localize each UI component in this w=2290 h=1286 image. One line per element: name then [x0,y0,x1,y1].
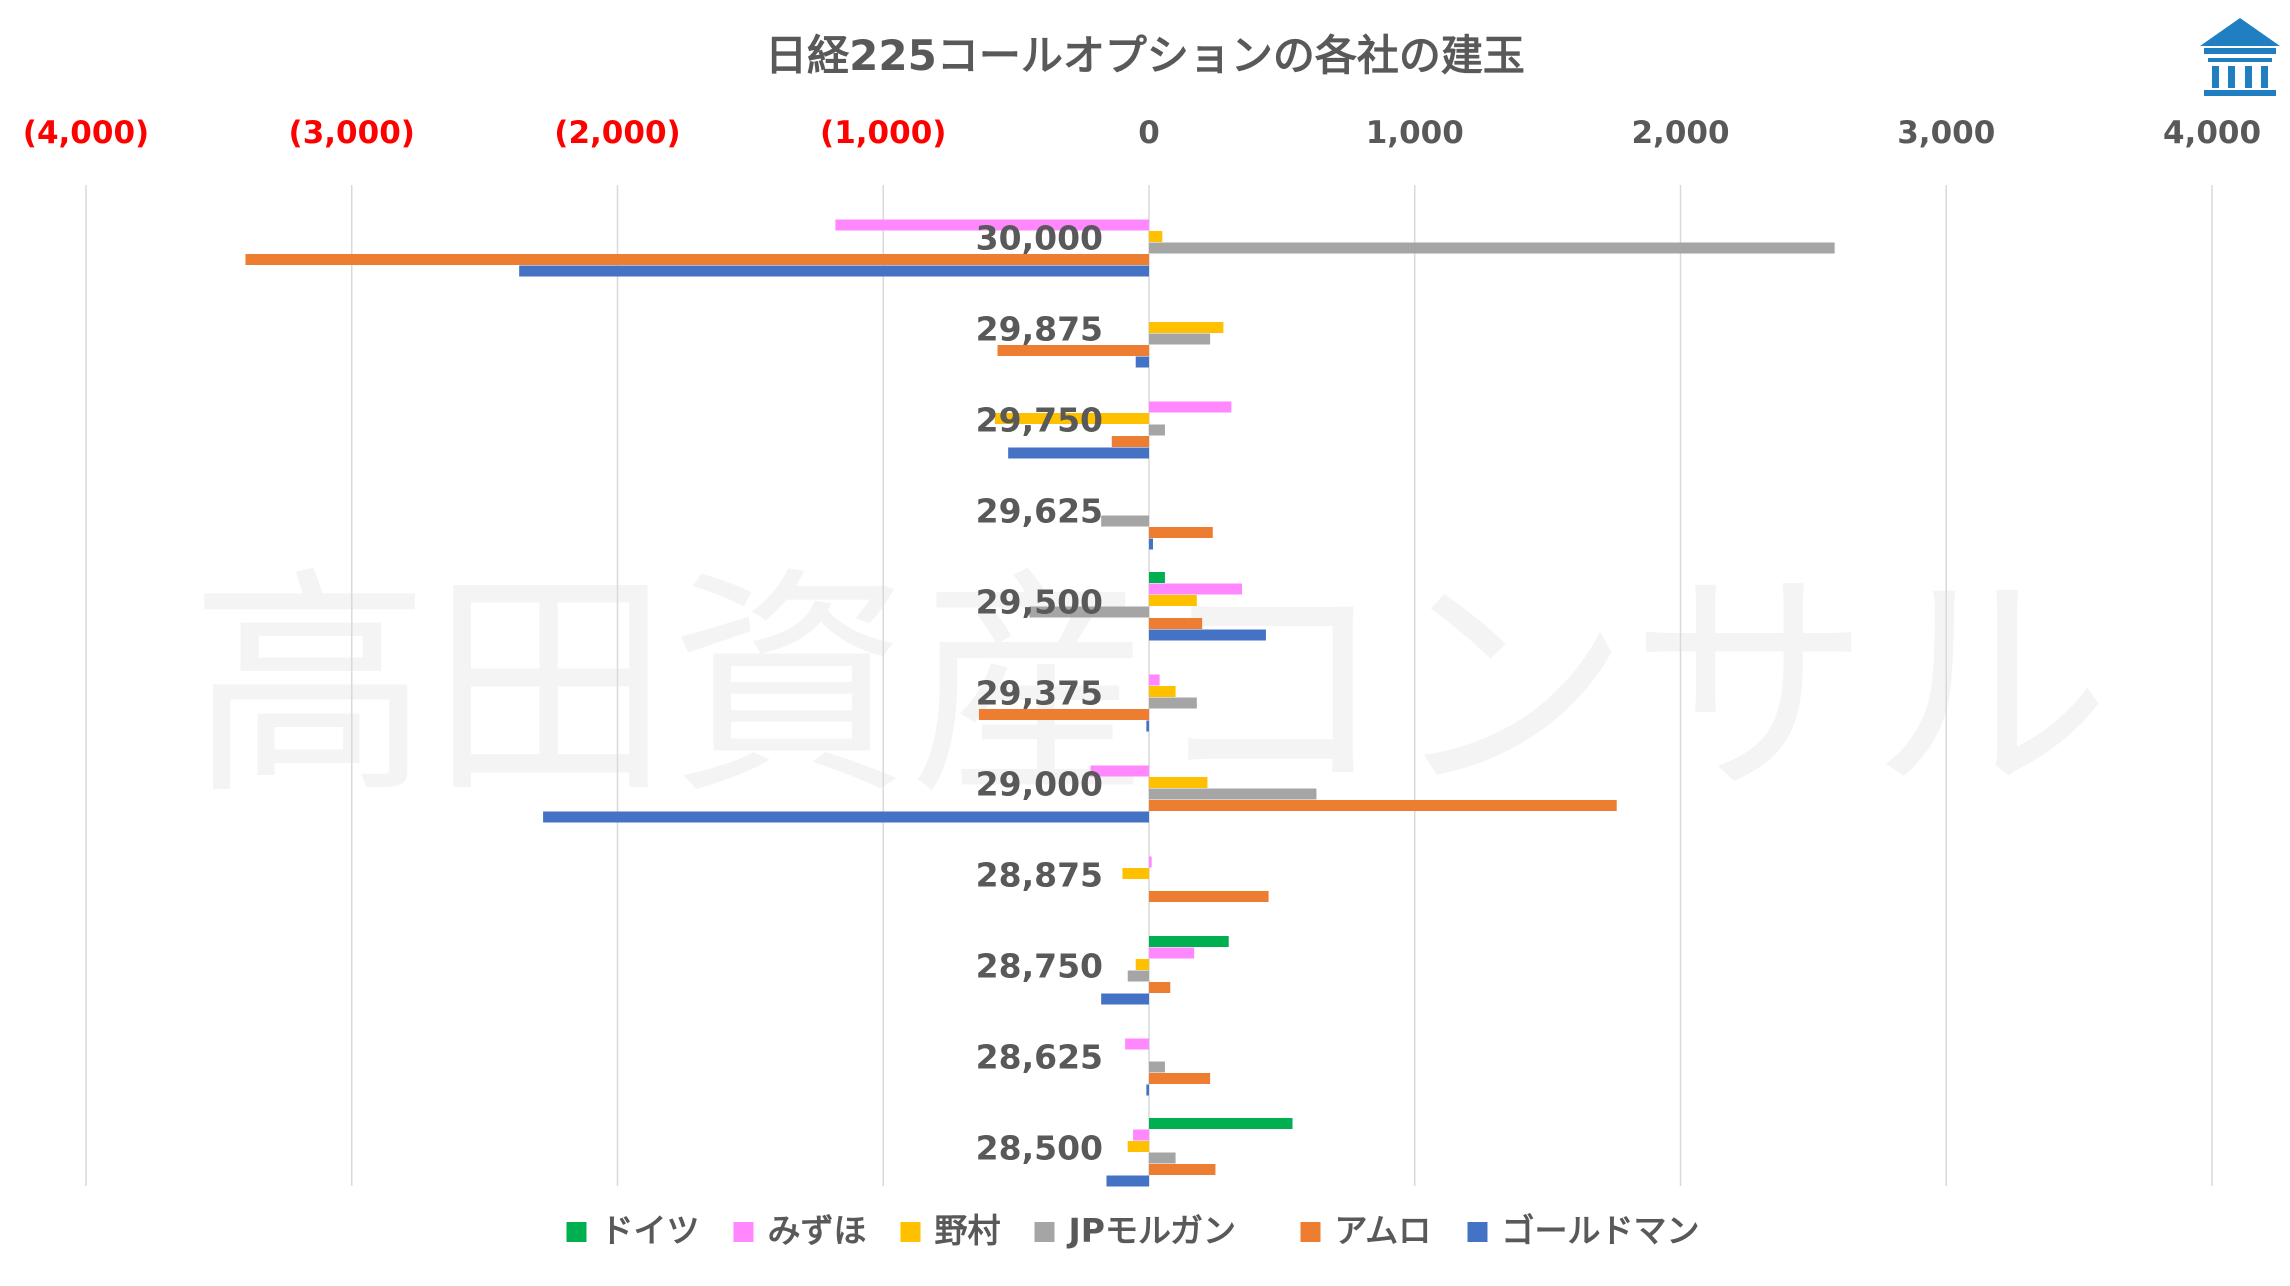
bar [1149,1164,1216,1175]
category-label: 29,625 [976,491,1103,530]
bar [1149,618,1203,629]
bar [1101,993,1149,1005]
bar [994,413,1149,424]
x-tick-label: 1,000 [1366,115,1464,151]
bar [519,265,1149,277]
x-tick-label: 2,000 [1631,115,1729,151]
bar [1146,1084,1149,1096]
bar [1149,1061,1165,1073]
bar [1008,447,1149,459]
legend-swatch [1300,1222,1321,1242]
x-tick-label: (3,000) [289,115,415,151]
legend-swatch [566,1222,587,1242]
bar [1149,401,1232,413]
category-label: 28,750 [976,946,1103,985]
bar [1125,1038,1149,1050]
bar [1149,856,1152,868]
bar [1127,970,1149,982]
bar [1029,606,1149,618]
bar [1149,1073,1211,1084]
legend-swatch [1034,1222,1055,1242]
category-label: 29,500 [976,582,1103,621]
category-label: 29,000 [976,764,1103,803]
bar [1133,1129,1149,1141]
bar [978,709,1149,720]
bar [1149,583,1243,595]
bar [1149,629,1266,641]
bar [1135,959,1149,970]
bar [1149,424,1165,436]
bar [1149,947,1195,959]
legend-swatch [733,1222,754,1242]
legend-label: ゴールドマン [1502,1211,1700,1250]
legend-swatch [1467,1222,1488,1242]
bar [1149,674,1160,686]
gridlines [85,185,2213,1186]
bar [1149,777,1208,788]
bar [1149,231,1163,242]
legend-label: みずほ [768,1211,867,1250]
category-label: 30,000 [976,218,1103,257]
bar [1149,1118,1293,1129]
x-tick-label: (1,000) [820,115,946,151]
bar [835,219,1149,231]
bar [1149,572,1165,583]
legend-label: ドイツ [601,1211,700,1250]
bars [245,219,1835,1187]
bar [1149,1152,1176,1164]
bar [1111,436,1149,447]
bar [1149,982,1171,993]
bar [543,811,1149,823]
bar [1149,538,1153,550]
bar [1122,868,1149,879]
bar [1090,765,1149,777]
bar [1149,686,1176,697]
legend-swatch [900,1222,921,1242]
category-label: 29,875 [976,309,1103,348]
bar [1149,800,1617,811]
category-labels: 30,000 29,875 29,750 29,625 29,500 29,375 29,0… [976,218,1103,1167]
x-tick-label: (2,000) [554,115,680,151]
bar [1101,515,1149,527]
bar [1149,697,1197,709]
bar [1127,1141,1149,1152]
bar [1149,527,1213,538]
bar [1149,891,1269,902]
legend-label: 野村 [935,1211,1001,1250]
category-label: 28,625 [976,1037,1103,1076]
category-label: 28,500 [976,1128,1103,1167]
x-tick-label: 4,000 [2163,115,2261,151]
bar [1149,242,1835,254]
legend: ドイツ みずほ 野村 JPモルガン アムロ ゴールドマン [566,1211,1700,1250]
x-axis-ticks: (4,000) (3,000) (2,000) (1,000) 0 1,000 2,000 3… [23,115,2261,151]
bar [997,345,1149,356]
legend-label: JPモルガン [1067,1211,1236,1250]
bar [1149,936,1229,947]
x-tick-label: (4,000) [23,115,149,151]
bar [1149,333,1211,345]
bar [1149,788,1317,800]
category-label: 29,750 [976,400,1103,439]
category-label: 28,875 [976,855,1103,894]
bank-building-logo-icon [2200,18,2280,96]
bar [1149,322,1224,333]
bar [1149,595,1197,606]
legend-label: アムロ [1335,1211,1432,1250]
bar [245,254,1149,265]
x-tick-label: 3,000 [1897,115,1995,151]
bar [1135,356,1149,368]
bar [1146,720,1149,732]
bar [1106,1175,1149,1187]
category-label: 29,375 [976,673,1103,712]
x-tick-label: 0 [1138,115,1160,151]
chart-title: 日経225コールオプションの各社の建玉 [765,31,1525,80]
